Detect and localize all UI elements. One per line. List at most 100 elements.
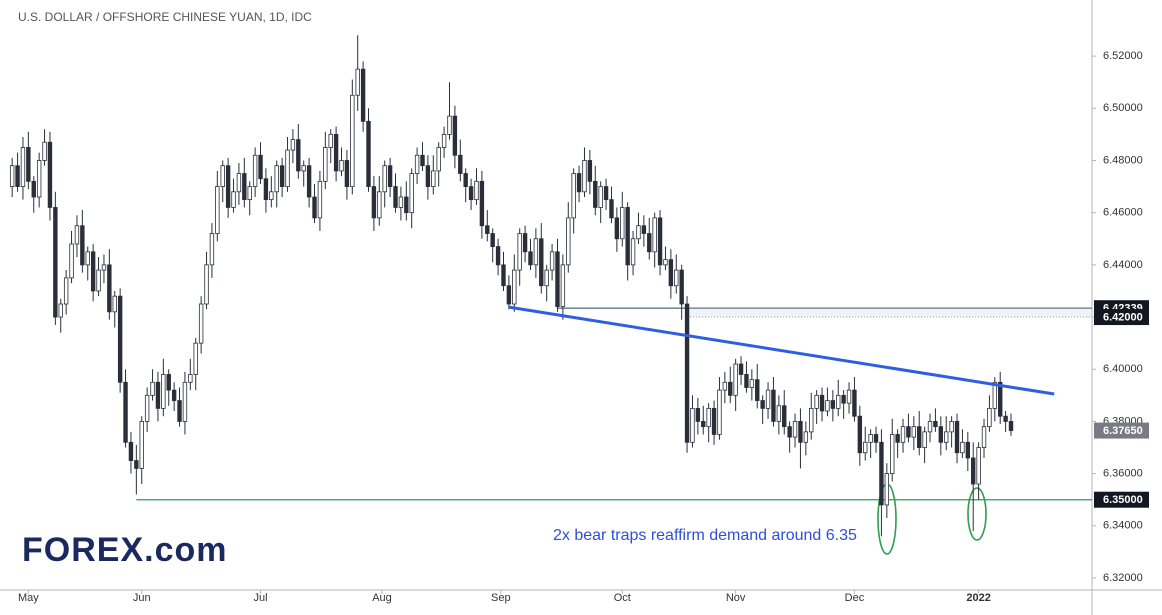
candle-body <box>161 374 166 409</box>
candle-body <box>301 165 306 172</box>
candle-body <box>679 269 684 305</box>
candle-body <box>571 173 576 219</box>
candle-body <box>290 139 296 151</box>
candle-body <box>684 303 690 443</box>
x-tick-label: Nov <box>726 592 746 604</box>
candle-body <box>63 277 69 305</box>
candle-body <box>485 225 490 234</box>
candle-body <box>560 264 566 308</box>
candle-body <box>285 149 290 187</box>
candle-body <box>479 180 485 227</box>
levels <box>136 307 1092 501</box>
candle-body <box>906 426 911 438</box>
candle-body <box>414 154 420 174</box>
candle-body <box>328 133 333 148</box>
candle-body <box>269 191 274 201</box>
candle-body <box>112 295 117 313</box>
x-tick-label: May <box>18 592 39 604</box>
candle-body <box>555 251 560 308</box>
candle-body <box>738 363 744 375</box>
candle-body <box>80 225 85 266</box>
candle-body <box>360 68 366 122</box>
y-tick-label: 6.50000 <box>1103 102 1143 114</box>
candle-body <box>323 147 328 182</box>
candle-body <box>728 381 733 396</box>
candle-body <box>992 381 998 409</box>
candle-body <box>1003 415 1008 422</box>
candle-body <box>987 407 992 428</box>
candle-body <box>852 389 857 417</box>
candle-body <box>69 243 74 279</box>
candle-body <box>474 180 479 201</box>
candle-body <box>549 251 555 271</box>
candle-body <box>344 160 350 187</box>
x-tick-label: 2022 <box>966 592 990 604</box>
level-tag <box>1094 309 1149 326</box>
x-tick-label: Sep <box>491 592 511 604</box>
candle-body <box>630 238 636 266</box>
candle-body <box>603 186 609 201</box>
candle-body <box>242 173 247 201</box>
logo: FOREX.com <box>22 531 227 569</box>
candle-body <box>198 303 204 344</box>
candle-body <box>819 394 825 412</box>
candle-body <box>404 196 409 214</box>
candle-body <box>458 154 463 174</box>
candle-body <box>15 165 20 187</box>
candle-body <box>625 207 630 266</box>
candle-body <box>425 165 431 187</box>
candle-body <box>188 374 193 383</box>
candle-body <box>917 426 922 448</box>
candle-body <box>765 389 771 409</box>
candle-body <box>593 180 598 208</box>
candle-body <box>760 400 765 409</box>
candle-body <box>274 165 279 193</box>
candle-body <box>706 407 711 428</box>
candle-body <box>927 421 933 433</box>
candle-body <box>636 225 641 240</box>
candle-body <box>26 147 31 182</box>
candle-body <box>668 259 674 287</box>
candle-body <box>312 196 317 219</box>
candle-body <box>150 381 155 396</box>
candle-body <box>814 394 819 409</box>
candle-body <box>944 431 949 443</box>
candle-body <box>247 186 252 201</box>
candle-body <box>90 251 96 292</box>
candle-body <box>47 141 53 208</box>
candle-body <box>117 295 123 383</box>
candle-body <box>755 379 760 401</box>
candle-body <box>960 441 965 454</box>
candle-body <box>836 394 841 409</box>
x-tick-label: Aug <box>372 592 392 604</box>
candle-body <box>609 199 614 219</box>
candle-body <box>841 394 846 404</box>
y-tick-label: 6.34000 <box>1103 520 1143 532</box>
candle-body <box>701 421 706 428</box>
candle-body <box>215 186 220 234</box>
x-tick-label: Dec <box>845 592 865 604</box>
candle-body <box>447 115 452 135</box>
candle-body <box>506 285 512 305</box>
candle-body <box>220 165 225 187</box>
candle-body <box>501 264 506 287</box>
candle-body <box>749 379 755 388</box>
candle-body <box>258 154 263 180</box>
candle-body <box>873 434 879 443</box>
candle-body <box>355 68 360 96</box>
candle-body <box>830 400 836 409</box>
y-tick-label: 6.32000 <box>1103 572 1143 584</box>
level-label: 6.35000 <box>1103 494 1143 506</box>
y-tick-label: 6.44000 <box>1103 259 1143 271</box>
candle-body <box>949 421 954 433</box>
candle-body <box>733 363 738 396</box>
candle-body <box>58 303 63 318</box>
candle-body <box>371 186 377 219</box>
y-tick-label: 6.40000 <box>1103 363 1143 375</box>
candle-body <box>539 238 544 287</box>
candle-body <box>771 389 776 422</box>
candle-body <box>792 421 798 438</box>
candle-body <box>85 251 90 266</box>
candle-body <box>776 405 782 422</box>
candle-body <box>744 374 749 388</box>
